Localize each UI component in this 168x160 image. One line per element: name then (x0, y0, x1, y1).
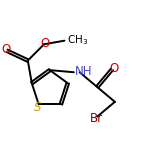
Text: Br: Br (90, 112, 103, 125)
Text: NH: NH (75, 65, 92, 78)
Text: CH$_3$: CH$_3$ (67, 33, 89, 47)
Text: O: O (40, 37, 50, 50)
Text: O: O (1, 44, 10, 56)
Text: S: S (34, 101, 42, 114)
Text: O: O (109, 62, 118, 75)
